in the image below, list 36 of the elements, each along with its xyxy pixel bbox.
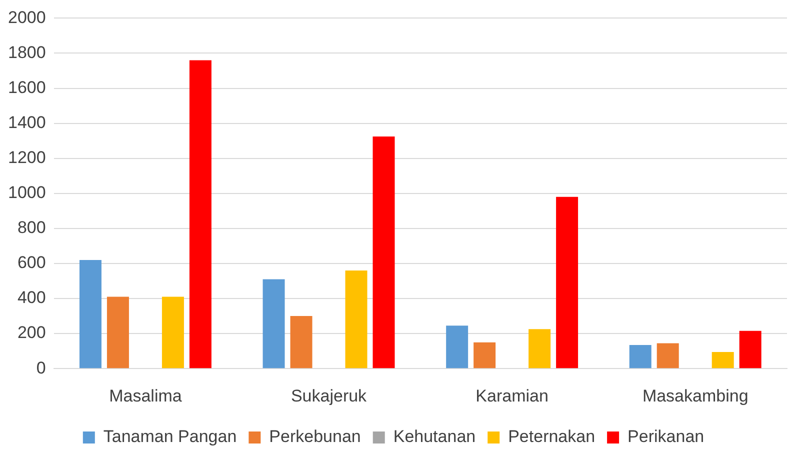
bar — [106, 296, 129, 368]
legend-label: Perikanan — [628, 427, 704, 446]
bar — [739, 330, 762, 368]
y-tick-label: 2000 — [8, 8, 46, 27]
x-tick-label: Sukajeruk — [290, 386, 368, 406]
y-tick-label: 800 — [17, 218, 46, 238]
bar — [372, 136, 395, 368]
y-tick-label: 400 — [17, 288, 46, 308]
bar — [262, 279, 285, 368]
bar — [162, 296, 184, 368]
legend-label: Peternakan — [508, 427, 596, 446]
bar — [345, 270, 368, 368]
bar — [556, 196, 578, 368]
x-tick-label: Masalima — [109, 386, 182, 406]
y-tick-label: 0 — [36, 358, 46, 378]
legend-label: Kehutanan — [393, 427, 476, 446]
bar — [79, 260, 102, 368]
y-tick-label: 1400 — [8, 113, 46, 132]
y-tick-label: 1800 — [8, 42, 46, 62]
bar — [474, 342, 496, 368]
legend-label: Perkebunan — [269, 427, 361, 446]
y-tick-label: 1600 — [8, 78, 46, 97]
y-tick-label: 600 — [17, 253, 46, 272]
x-tick-label: Masakambing — [642, 386, 748, 406]
y-tick-label: 200 — [17, 323, 46, 342]
y-tick-label: 1000 — [8, 183, 46, 202]
bar — [629, 344, 652, 368]
bar — [446, 326, 468, 368]
bar — [656, 343, 679, 368]
bar — [712, 352, 734, 368]
bar — [528, 329, 551, 368]
x-tick-label: Karamian — [476, 386, 548, 406]
bar — [290, 316, 312, 368]
bar — [189, 60, 212, 368]
y-tick-label: 1200 — [8, 148, 46, 168]
legend-label: Tanaman Pangan — [103, 427, 237, 446]
